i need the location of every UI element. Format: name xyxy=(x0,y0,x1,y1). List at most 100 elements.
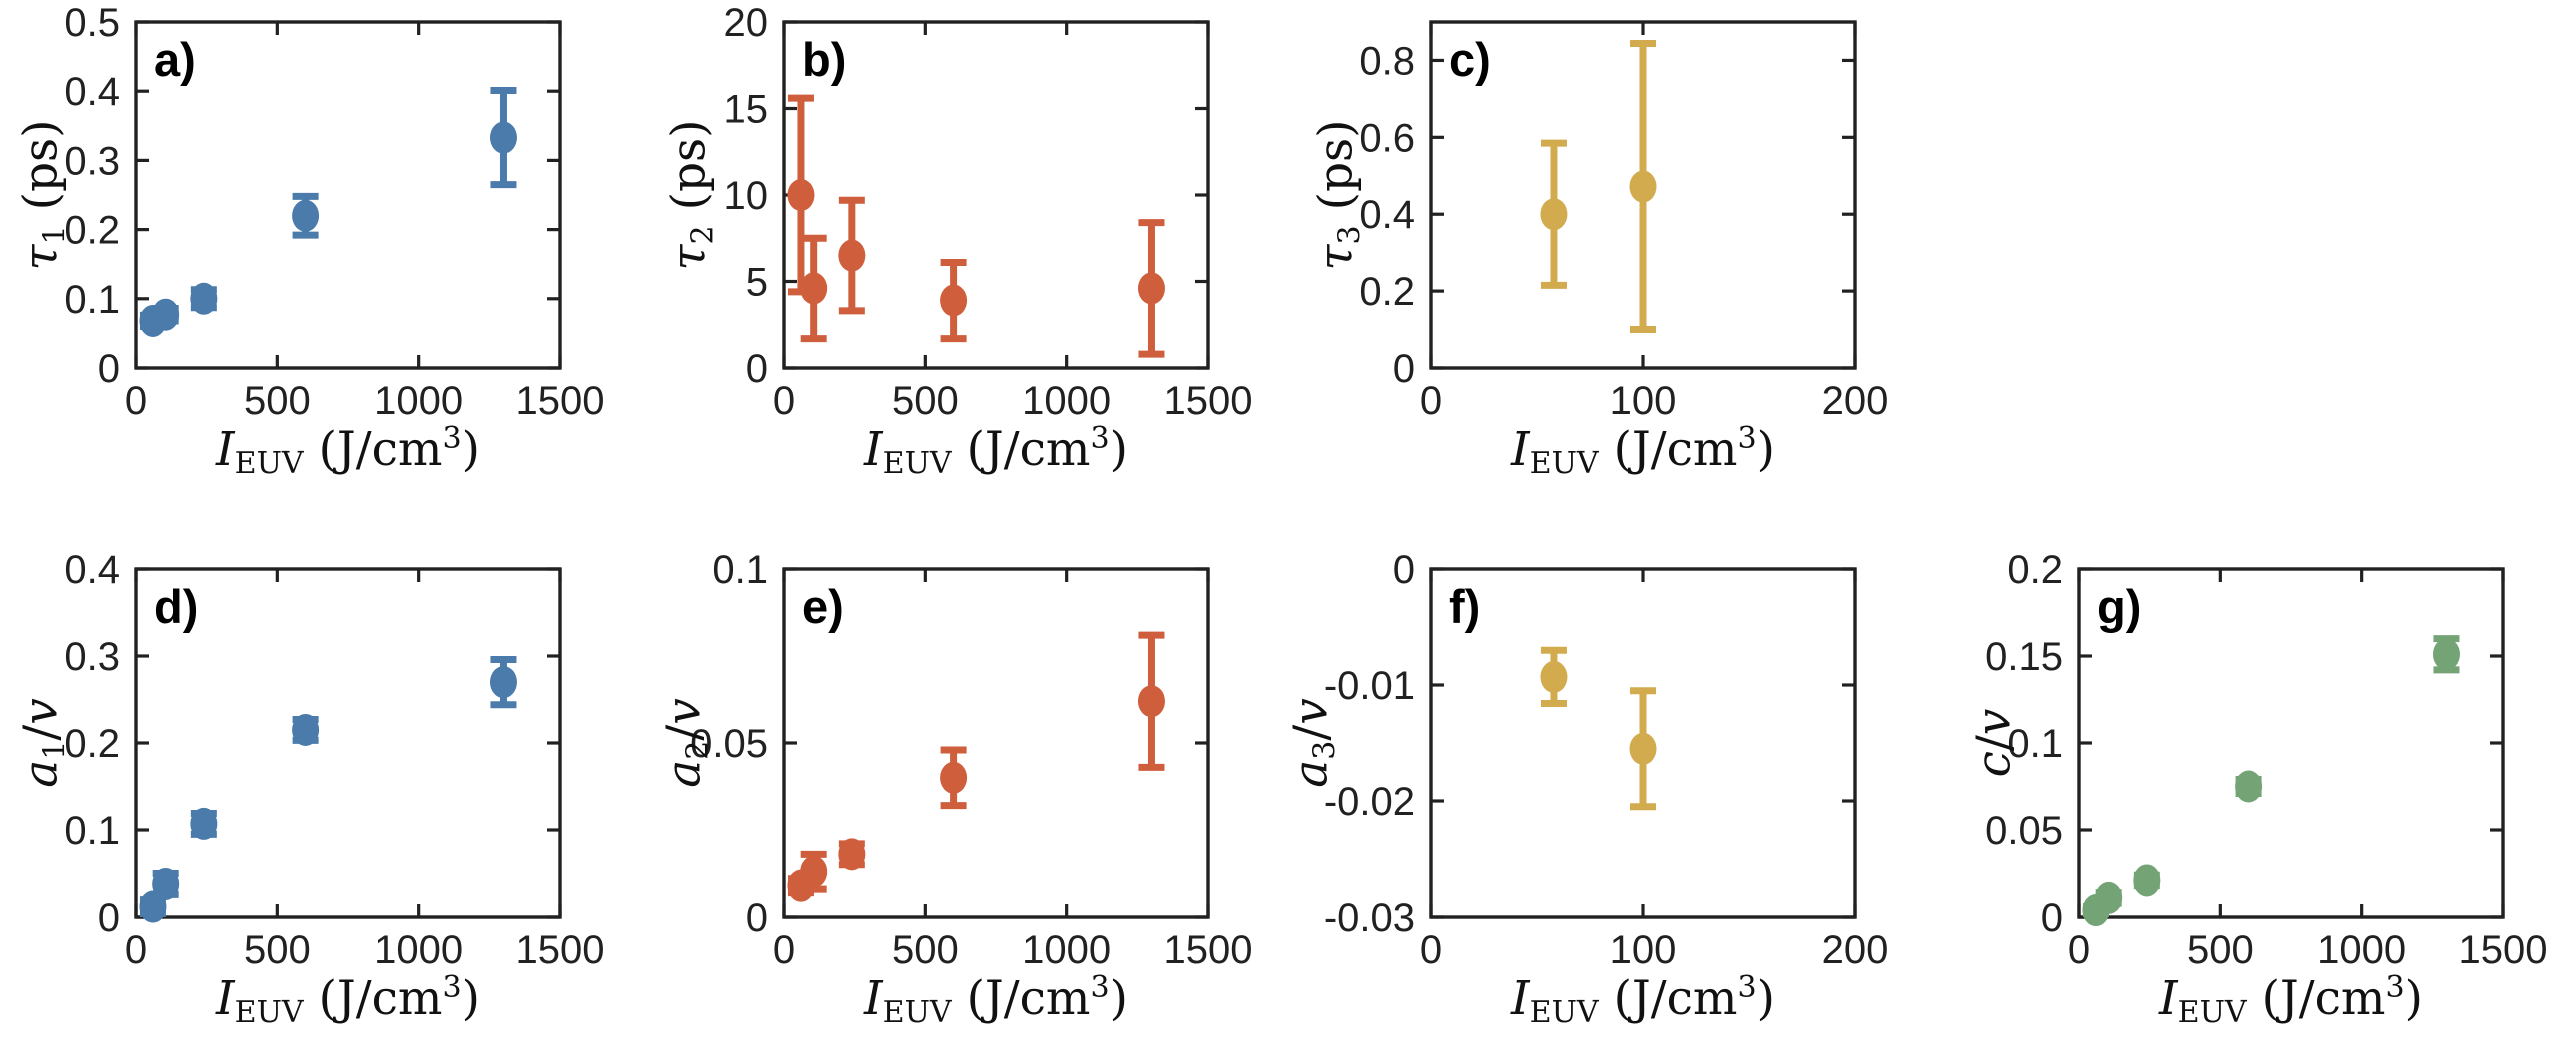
marker xyxy=(940,284,968,317)
panel-letter-a: a) xyxy=(154,33,196,86)
y-tick-label: 0 xyxy=(2041,896,2063,940)
marker xyxy=(139,890,167,923)
panel-a: 0 500 1000 1500 0 0.1 0.2 0.3 0.4 0.5 a) IEUV (J/cm… xyxy=(14,1,605,479)
y-tick-label: 0 xyxy=(98,896,120,940)
data-point xyxy=(190,282,218,315)
marker xyxy=(292,199,320,232)
marker xyxy=(2432,638,2460,671)
data-point xyxy=(838,196,866,315)
data-point xyxy=(489,655,517,709)
panel-d: 0 500 1000 1500 0 0.1 0.2 0.3 0.4 d) IEUV (J/cm3) a… xyxy=(14,548,605,1028)
data-point xyxy=(2432,635,2460,674)
x-tick-label: 0 xyxy=(1420,379,1442,423)
data-point xyxy=(1137,631,1165,771)
y-axis-label-a: τ1 (ps) xyxy=(13,119,73,271)
data-point xyxy=(139,890,167,923)
y-tick-label: 0.8 xyxy=(1359,39,1415,83)
data-point xyxy=(940,746,968,810)
x-tick-label: 500 xyxy=(892,379,959,423)
marker xyxy=(489,121,517,154)
x-axis-label-f: IEUV (J/cm3) xyxy=(1511,970,1775,1031)
panel-g-plot: 0 500 1000 1500 0 0.05 0.1 0.15 0.2 xyxy=(1985,548,2548,972)
y-tick-label: 0 xyxy=(746,896,768,940)
marker xyxy=(2133,864,2161,897)
x-tick-label: 200 xyxy=(1822,379,1889,423)
x-tick-label: 1500 xyxy=(2459,928,2548,972)
data-point xyxy=(800,234,828,343)
data-point xyxy=(2235,770,2263,803)
panel-letter-e: e) xyxy=(802,580,844,633)
x-tick-label: 0 xyxy=(773,928,795,972)
panel-b-plot: 0 500 1000 1500 0 5 10 15 20 xyxy=(724,1,1253,423)
x-axis-label-a: IEUV (J/cm3) xyxy=(216,421,480,482)
x-tick-label: 100 xyxy=(1610,928,1677,972)
marker xyxy=(1540,198,1568,231)
marker xyxy=(292,713,320,746)
axes-box xyxy=(134,20,562,370)
marker xyxy=(800,855,828,888)
y-tick-label: 0.05 xyxy=(690,722,768,766)
panel-f-plot: 0 100 200 -0.03 -0.02 -0.01 0 xyxy=(1324,548,1889,972)
data-point xyxy=(2095,881,2123,914)
data-point xyxy=(292,713,320,746)
panel-c-plot: 0 100 200 0 0.2 0.4 0.6 0.8 xyxy=(1359,20,1889,423)
y-tick-label: 0 xyxy=(746,347,768,391)
x-tick-label: 1000 xyxy=(1022,379,1111,423)
panel-letter-c: c) xyxy=(1449,33,1491,86)
y-tick-label: 0.3 xyxy=(64,139,120,183)
x-tick-label: 500 xyxy=(892,928,959,972)
x-tick-label: 0 xyxy=(1420,928,1442,972)
marker xyxy=(190,282,218,315)
data-point xyxy=(489,87,517,189)
data-point xyxy=(940,258,968,343)
y-tick-label: 0.5 xyxy=(64,1,120,45)
x-tick-label: 0 xyxy=(773,379,795,423)
panel-letter-g: g) xyxy=(2097,580,2142,633)
marker xyxy=(2235,770,2263,803)
marker xyxy=(1137,272,1165,305)
y-tick-label: -0.02 xyxy=(1324,780,1415,824)
marker xyxy=(1540,660,1568,693)
x-tick-label: 1500 xyxy=(516,928,605,972)
x-axis-label-d: IEUV (J/cm3) xyxy=(216,970,480,1031)
y-tick-label: 0.15 xyxy=(1985,635,2063,679)
y-axis-label-b: τ2 (ps) xyxy=(661,119,721,271)
marker xyxy=(940,761,968,794)
marker xyxy=(787,179,815,211)
x-tick-label: 500 xyxy=(2187,928,2254,972)
y-tick-label: 0.1 xyxy=(712,548,768,592)
y-tick-label: 0.1 xyxy=(64,809,120,853)
y-tick-label: 0 xyxy=(1393,548,1415,592)
data-point xyxy=(838,838,866,871)
axes-box xyxy=(134,567,562,919)
axes-box xyxy=(2077,567,2505,919)
x-axis-label-g: IEUV (J/cm3) xyxy=(2159,970,2423,1031)
y-tick-label: -0.01 xyxy=(1324,664,1415,708)
x-tick-label: 100 xyxy=(1610,379,1677,423)
x-tick-label: 1500 xyxy=(516,379,605,423)
x-tick-label: 1000 xyxy=(2317,928,2406,972)
marker xyxy=(838,239,866,272)
panel-f: 0 100 200 -0.03 -0.02 -0.01 0 f) IEUV (J/cm3) a3/… xyxy=(1284,548,1889,1028)
y-tick-label: 0.4 xyxy=(64,548,120,592)
y-tick-label: 5 xyxy=(746,261,768,305)
marker xyxy=(2095,881,2123,914)
x-axis-label-b: IEUV (J/cm3) xyxy=(864,421,1128,482)
y-tick-label: -0.03 xyxy=(1324,896,1415,940)
y-tick-label: 0.1 xyxy=(2007,722,2063,766)
y-axis-label-f: a3/v xyxy=(1283,698,1343,788)
x-tick-label: 1000 xyxy=(374,928,463,972)
x-tick-label: 1500 xyxy=(1164,928,1253,972)
marker xyxy=(800,272,828,305)
marker xyxy=(152,867,180,900)
panel-letter-d: d) xyxy=(154,580,199,633)
data-point xyxy=(1540,646,1568,708)
y-tick-label: 0.2 xyxy=(64,209,120,253)
y-tick-label: 0.4 xyxy=(64,70,120,114)
y-tick-label: 0.2 xyxy=(64,722,120,766)
y-axis-label-g: c/v xyxy=(1966,708,2022,778)
y-tick-label: 0.1 xyxy=(64,278,120,322)
data-point xyxy=(1540,139,1568,289)
x-tick-label: 1000 xyxy=(374,379,463,423)
